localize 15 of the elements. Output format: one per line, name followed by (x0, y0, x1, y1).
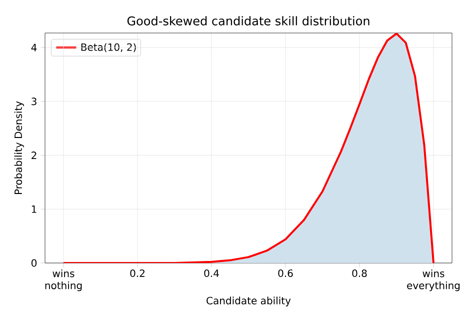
x-tick-label: wins nothing (45, 269, 82, 292)
x-tick-label: 0.6 (278, 269, 293, 278)
y-tick-label: 3 (32, 98, 36, 106)
x-tick-label: 0.8 (352, 269, 367, 278)
x-axis-title: Candidate ability (206, 296, 291, 306)
x-tick-label: wins everything (407, 269, 460, 292)
y-tick-label: 1 (32, 205, 36, 213)
y-tick-label: 4 (31, 44, 37, 52)
y-axis-title: Probability Density (14, 101, 24, 194)
x-tick-label: 0.4 (204, 269, 219, 278)
y-tick-label: 0 (32, 259, 37, 267)
x-tick-label: 0.2 (130, 269, 144, 278)
y-tick-label: 2 (32, 152, 36, 159)
legend-label: Beta(10, 2) (81, 43, 136, 52)
chart-title: Good-skewed candidate skill distribution (127, 16, 370, 26)
